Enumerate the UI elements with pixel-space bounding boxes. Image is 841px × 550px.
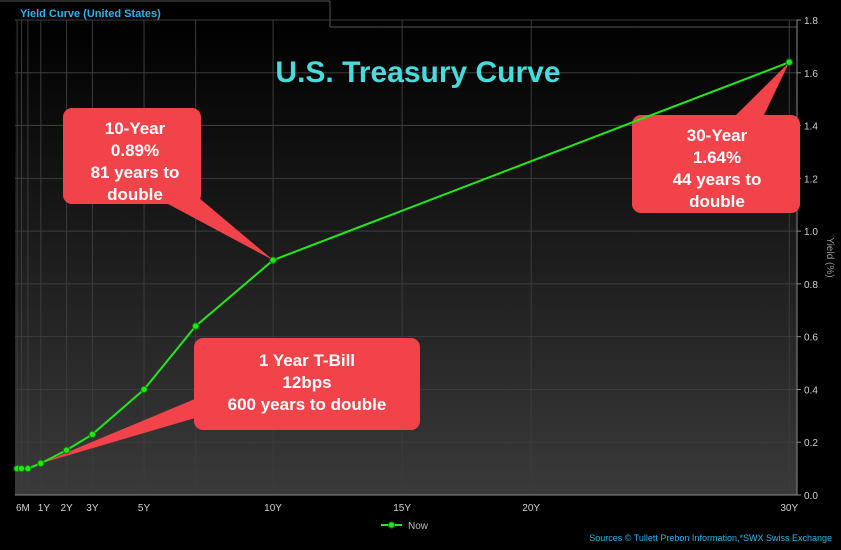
data-point[interactable] bbox=[17, 464, 26, 473]
callout-box bbox=[194, 338, 420, 430]
x-tick-label: 2Y bbox=[60, 503, 73, 514]
window-title: Yield Curve (United States) bbox=[20, 8, 161, 20]
data-point[interactable] bbox=[269, 256, 277, 264]
callout-line: 30-Year bbox=[686, 126, 748, 145]
legend-marker bbox=[388, 521, 395, 529]
y-tick-label: 0.2 bbox=[804, 438, 818, 449]
x-tick-label: 6M bbox=[16, 503, 30, 514]
callout-30-year-text: 30-Year 1.64% 44 years to double bbox=[637, 125, 797, 213]
callout-line: double bbox=[689, 192, 745, 211]
data-point[interactable] bbox=[24, 464, 32, 473]
callout-box bbox=[632, 115, 800, 213]
callout-line: double bbox=[107, 185, 163, 204]
callout-line: 44 years to bbox=[672, 170, 762, 189]
data-point[interactable] bbox=[785, 58, 793, 66]
y-tick-label: 0.4 bbox=[804, 385, 818, 396]
y-tick-label: 1.4 bbox=[804, 122, 818, 133]
callout-pointer bbox=[40, 396, 203, 464]
callout-10-year-text: 10-Year 0.89% 81 years to double bbox=[68, 118, 202, 206]
callout-box bbox=[63, 108, 201, 204]
callout-line: 10-Year bbox=[104, 119, 166, 138]
y-tick-label: 1.8 bbox=[804, 16, 818, 27]
x-tick-label: 1Y bbox=[38, 503, 51, 514]
series-layer bbox=[13, 58, 793, 473]
data-point[interactable] bbox=[140, 385, 148, 394]
y-tick-label: 0.8 bbox=[804, 280, 818, 291]
callout-pointer bbox=[168, 192, 274, 261]
y-tick-labels: 0.0 0.2 0.4 0.6 0.8 1.0 1.2 1.4 1.6 1.8 bbox=[797, 16, 818, 502]
y-tick-label: 1.6 bbox=[804, 69, 818, 80]
legend-label-now: Now bbox=[408, 521, 429, 532]
legend[interactable]: Now bbox=[381, 521, 429, 532]
callout-line: 1.64% bbox=[692, 148, 742, 167]
x-tick-label: 3Y bbox=[86, 503, 99, 514]
x-tick-label: 15Y bbox=[393, 503, 411, 514]
callout-line: 0.89% bbox=[110, 141, 160, 160]
callout-line: 12bps bbox=[282, 373, 332, 392]
chart-title: U.S. Treasury Curve bbox=[275, 56, 560, 89]
source-footer: Sources © Tullett Prebon Information,*SW… bbox=[589, 533, 832, 543]
callout-line: 1 Year T-Bill bbox=[258, 351, 356, 370]
data-point[interactable] bbox=[62, 446, 71, 454]
x-tick-label: 5Y bbox=[138, 503, 151, 514]
callout-1-year-tbill-text: 1 Year T-Bill 12bps 600 years to double bbox=[196, 350, 418, 416]
callout-line: 600 years to double bbox=[227, 395, 387, 414]
data-point[interactable] bbox=[88, 430, 97, 439]
callout-line: 81 years to bbox=[90, 163, 180, 182]
x-tick-label: 30Y bbox=[780, 503, 798, 514]
y-tick-label: 1.0 bbox=[804, 227, 818, 238]
x-tick-label: 10Y bbox=[264, 503, 282, 514]
y-axis-label: Yield (%) bbox=[824, 237, 835, 277]
x-tick-labels: 6M 1Y 2Y 3Y 5Y 10Y 15Y 20Y 30Y bbox=[16, 503, 798, 514]
callout-pointer bbox=[736, 62, 790, 115]
callouts bbox=[40, 62, 800, 464]
y-tick-label: 0.6 bbox=[804, 333, 818, 344]
data-point[interactable] bbox=[191, 322, 200, 330]
y-tick-label: 0.0 bbox=[804, 491, 818, 502]
data-point[interactable] bbox=[37, 459, 45, 468]
x-tick-label: 20Y bbox=[522, 503, 540, 514]
y-tick-label: 1.2 bbox=[804, 174, 818, 185]
